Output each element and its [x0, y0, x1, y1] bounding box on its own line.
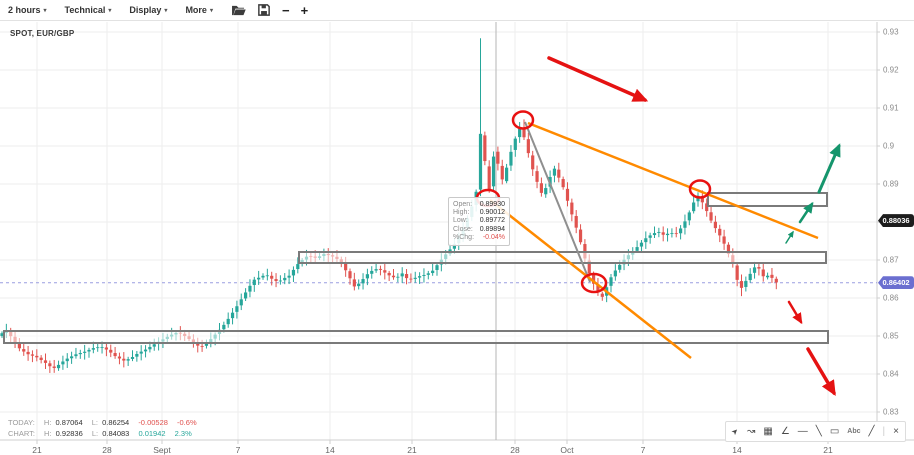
tooltip-high-label: High: [453, 209, 470, 217]
tooltip-open-label: Open: [453, 201, 473, 208]
chart-low-label: L: [91, 429, 99, 438]
trendline-tool-icon[interactable]: ╲ [815, 425, 822, 437]
horizontal-line-tool-icon[interactable]: — [797, 425, 808, 437]
support-resistance-zones [3, 192, 829, 344]
top-toolbar: 2 hours ▾ Technical ▾ Display ▾ More ▾ −… [0, 0, 914, 21]
display-menu[interactable]: Display ▾ [129, 5, 167, 15]
today-change-pct: -0.6% [177, 418, 197, 427]
chart-high-label: H: [44, 429, 52, 438]
svg-text:0.86: 0.86 [883, 294, 899, 303]
tooltip-high-value: 0.90012 [479, 209, 505, 217]
close-toolbar-icon[interactable]: × [893, 425, 899, 437]
today-low-label: L: [91, 418, 98, 427]
symbol-label: SPOT, EUR/GBP [10, 29, 75, 38]
today-label: TODAY: [8, 418, 35, 427]
svg-text:0.87: 0.87 [883, 256, 899, 265]
today-range-row: TODAY: H: 0.87064 L: 0.86254 -0.00528 -0… [8, 417, 204, 428]
technical-label: Technical [64, 5, 106, 15]
more-menu[interactable]: More ▾ [185, 5, 213, 15]
range-summary: TODAY: H: 0.87064 L: 0.86254 -0.00528 -0… [8, 417, 204, 439]
fan-lines-tool-icon[interactable]: ∠ [780, 425, 790, 437]
technical-menu[interactable]: Technical ▾ [65, 5, 112, 15]
chart-label: CHART: [8, 429, 35, 438]
svg-text:Sept: Sept [153, 445, 171, 455]
svg-text:Oct: Oct [560, 445, 574, 455]
pointer-tool-icon[interactable]: ➤ [729, 425, 741, 437]
tooltip-open-value: 0.89930 [479, 201, 505, 208]
svg-text:7: 7 [236, 445, 241, 455]
svg-text:21: 21 [823, 445, 833, 455]
rectangle-tool-icon[interactable]: ▭ [829, 425, 840, 437]
chevron-down-icon: ▾ [164, 7, 168, 14]
price-chart-canvas[interactable]: 0.930.920.910.90.890.880.870.860.850.840… [0, 22, 914, 455]
svg-text:14: 14 [325, 445, 335, 455]
svg-text:7: 7 [641, 445, 646, 455]
today-high-label: H: [43, 418, 52, 427]
today-change-value: -0.00528 [138, 418, 168, 427]
tooltip-close-value: 0.89894 [479, 225, 505, 233]
svg-text:0.91: 0.91 [883, 104, 899, 113]
svg-text:0.89: 0.89 [883, 180, 899, 189]
chart-high-value: 0.92836 [55, 429, 83, 438]
text-tool-icon[interactable]: Abc [847, 428, 861, 435]
svg-text:0.85: 0.85 [883, 332, 899, 341]
chevron-down-icon: ▾ [108, 7, 112, 14]
tooltip-chg-label: %Chg: [453, 233, 475, 241]
highlight-circles [475, 110, 712, 294]
toolbar-separator: | [882, 425, 886, 437]
today-high-value: 0.87064 [55, 418, 83, 427]
tooltip-low-value: 0.89772 [479, 217, 505, 225]
last-price-tag: 0.86402 [878, 276, 914, 290]
trendlines [489, 121, 819, 359]
drawing-toolbar: ➤ ↝ ▦ ∠ — ╲ ▭ Abc ╱ | × [725, 421, 906, 442]
more-label: More [185, 5, 207, 15]
candles-layer [0, 38, 778, 373]
svg-text:0.9: 0.9 [883, 142, 895, 151]
timeframe-label: 2 hours [8, 5, 41, 15]
svg-text:0.83: 0.83 [883, 408, 899, 417]
open-folder-icon[interactable] [231, 4, 246, 16]
tooltip-low-label: Low: [453, 217, 468, 225]
tooltip-chg-value: -0.04% [482, 233, 505, 241]
timeframe-menu[interactable]: 2 hours ▾ [8, 5, 47, 15]
zoom-in-button[interactable]: + [300, 2, 309, 18]
chevron-down-icon: ▾ [43, 7, 47, 14]
svg-text:0.92: 0.92 [883, 66, 899, 75]
ohlc-tooltip: Open: 0.89930 High: 0.90012 Low: 0.89772 Cl… [448, 197, 510, 247]
chevron-down-icon: ▾ [209, 7, 213, 14]
polyline-tool-icon[interactable]: ↝ [746, 425, 756, 437]
svg-text:21: 21 [407, 445, 417, 455]
save-icon[interactable] [258, 4, 270, 16]
direction-arrows [547, 56, 841, 397]
chart-region: 0.930.920.910.90.890.880.870.860.850.840… [0, 22, 914, 455]
svg-text:21: 21 [32, 445, 42, 455]
zoom-out-button[interactable]: − [281, 2, 290, 18]
svg-text:0.93: 0.93 [883, 28, 899, 37]
svg-text:0.84: 0.84 [883, 370, 899, 379]
chart-low-value: 0.84083 [102, 429, 130, 438]
grid-tool-icon[interactable]: ▦ [763, 425, 773, 437]
chart-change-pct: 2.3% [174, 429, 192, 438]
svg-text:14: 14 [732, 445, 742, 455]
chart-change-value: 0.01942 [138, 429, 166, 438]
svg-text:28: 28 [102, 445, 112, 455]
today-low-value: 0.86254 [102, 418, 130, 427]
upper-price-tag: 0.88036 [878, 214, 914, 228]
diagonal-line-tool-icon[interactable]: ╱ [868, 425, 875, 437]
chart-range-row: CHART: H: 0.92836 L: 0.84083 0.01942 2.3… [8, 428, 204, 439]
display-label: Display [129, 5, 162, 15]
svg-text:28: 28 [510, 445, 520, 455]
tooltip-close-label: Close: [453, 225, 473, 233]
